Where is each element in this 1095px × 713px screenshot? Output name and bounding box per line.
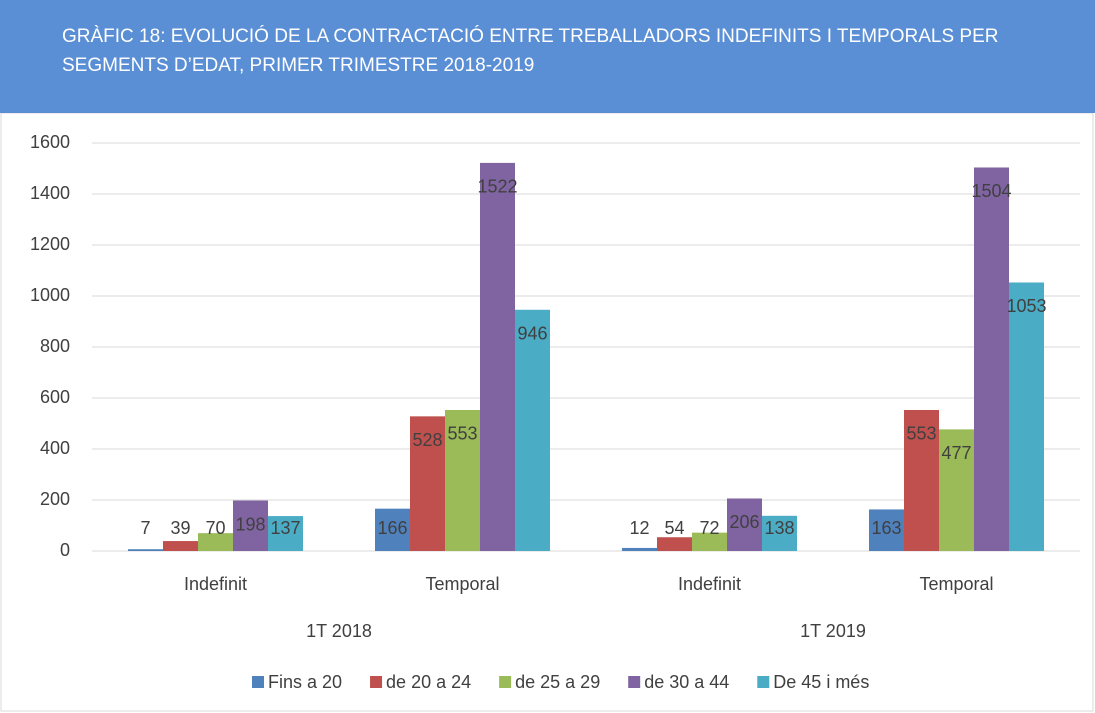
legend-swatch	[499, 676, 512, 688]
legend-label: de 30 a 44	[644, 672, 729, 692]
value-label: 1504	[971, 181, 1011, 201]
bar	[233, 500, 268, 551]
bar	[974, 167, 1009, 552]
value-label: 39	[170, 518, 190, 538]
legend-label: De 45 i més	[773, 672, 869, 692]
bar	[410, 416, 445, 551]
value-label: 7	[140, 518, 150, 538]
legend-label: Fins a 20	[268, 672, 342, 692]
y-tick-label: 1400	[30, 183, 70, 203]
bar	[1009, 282, 1044, 551]
value-label: 54	[664, 518, 684, 538]
value-label: 198	[235, 514, 265, 534]
chart-border	[0, 112, 1094, 712]
chart-title: GRÀFIC 18: EVOLUCIÓ DE LA CONTRACTACIÓ E…	[0, 0, 1095, 113]
bar	[762, 515, 797, 551]
bar	[904, 409, 939, 551]
legend-swatch	[757, 676, 770, 688]
legend-label: de 25 a 29	[515, 672, 600, 692]
value-label: 553	[447, 424, 477, 444]
bar	[268, 516, 303, 551]
y-tick-label: 0	[60, 540, 70, 560]
value-label: 946	[517, 324, 547, 344]
y-tick-label: 1000	[30, 285, 70, 305]
y-tick-label: 1600	[30, 132, 70, 152]
bar	[657, 537, 692, 551]
group-label: 1T 2019	[800, 621, 866, 641]
group-label: 1T 2018	[306, 621, 372, 641]
y-tick-label: 1200	[30, 234, 70, 254]
value-label: 553	[906, 424, 936, 444]
y-tick-label: 200	[40, 489, 70, 509]
value-label: 166	[377, 518, 407, 538]
bar	[375, 508, 410, 551]
legend-swatch	[628, 676, 641, 688]
value-label: 72	[699, 518, 719, 538]
legend-swatch	[252, 676, 264, 688]
value-label: 206	[729, 512, 759, 532]
y-tick-label: 800	[40, 336, 70, 356]
value-label: 1522	[477, 177, 517, 197]
value-label: 528	[412, 430, 442, 450]
value-label: 477	[941, 443, 971, 463]
bar	[515, 309, 550, 551]
value-label: 163	[871, 518, 901, 538]
bar	[480, 162, 515, 551]
bar	[198, 533, 233, 551]
value-label: 138	[764, 518, 794, 538]
bar	[939, 429, 974, 551]
y-tick-label: 600	[40, 387, 70, 407]
bar	[727, 498, 762, 551]
bar	[692, 532, 727, 551]
value-label: 70	[205, 518, 225, 538]
y-tick-label: 400	[40, 438, 70, 458]
x-tick-label: Indefinit	[184, 574, 247, 594]
bar	[128, 549, 163, 551]
legend-label: de 20 a 24	[386, 672, 471, 692]
x-tick-label: Temporal	[919, 574, 993, 594]
value-label: 1053	[1006, 296, 1046, 316]
bar	[445, 409, 480, 551]
x-tick-label: Temporal	[425, 574, 499, 594]
bar	[163, 541, 198, 551]
x-tick-label: Indefinit	[678, 574, 741, 594]
bar	[622, 547, 657, 551]
bar	[869, 509, 904, 551]
value-label: 137	[270, 518, 300, 538]
legend-swatch	[370, 676, 383, 688]
value-label: 12	[629, 518, 649, 538]
